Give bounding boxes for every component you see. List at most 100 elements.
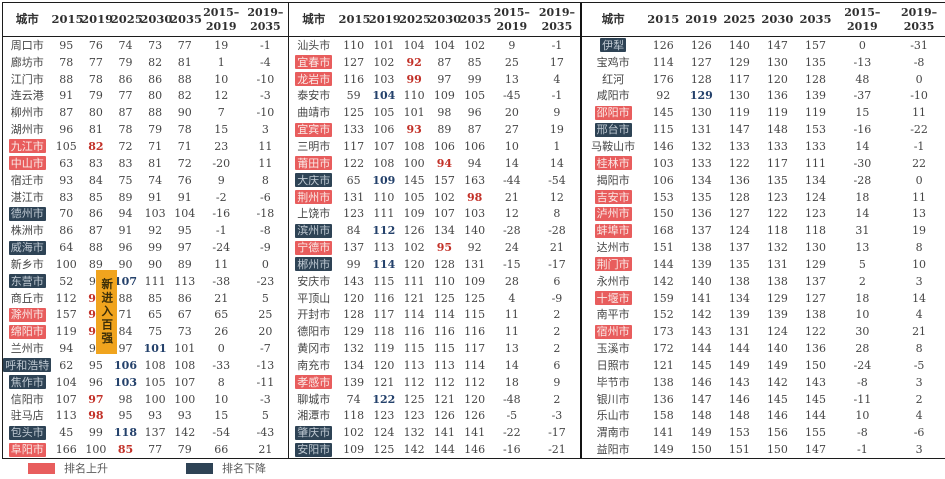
value-cell: 102 xyxy=(464,38,486,52)
value-cell: 146 xyxy=(766,409,788,423)
value-cell: 9 xyxy=(553,106,561,120)
table-row: 渭南市 141 149 153 156 155 -8 -6 xyxy=(582,424,945,441)
value-cell: 8 xyxy=(915,342,923,356)
value-cell: 102 xyxy=(343,426,365,440)
table-row: 马鞍山市 146 132 133 133 133 14 -1 xyxy=(582,138,945,155)
city-cell: 东营市 xyxy=(3,274,51,289)
city-cell: 桂林市 xyxy=(582,156,644,171)
city-name: 邢台市 xyxy=(594,122,632,137)
table-row: 驻马店 113 98 95 93 93 15 5 xyxy=(3,408,288,425)
value-cell: -54 xyxy=(212,426,231,440)
value-cell: -17 xyxy=(548,257,566,271)
value-cell: 6 xyxy=(553,274,561,288)
city-cell: 郴州市 xyxy=(289,257,338,272)
value-cell: 133 xyxy=(728,139,750,153)
value-cell: 114 xyxy=(652,55,674,69)
city-cell: 株洲市 xyxy=(3,224,51,238)
table-row: 益阳市 149 150 151 150 147 -1 3 xyxy=(582,441,945,458)
value-cell: -9 xyxy=(551,291,563,305)
city-name: 银川市 xyxy=(596,392,630,406)
value-cell: 151 xyxy=(728,443,750,457)
city-cell: 荆州市 xyxy=(289,190,338,205)
value-cell: 14 xyxy=(855,207,870,221)
value-cell: -37 xyxy=(853,89,872,103)
table-row: 绵阳市 119 93 84 75 73 26 20 xyxy=(3,323,288,340)
value-cell: 96 xyxy=(88,375,103,389)
value-cell: 143 xyxy=(728,375,750,389)
value-cell: -2 xyxy=(215,190,227,204)
city-cell: 滁州市 xyxy=(3,307,51,322)
value-cell: 133 xyxy=(343,123,365,137)
value-cell: 117 xyxy=(766,156,788,170)
table-row: 宿州市 173 143 131 124 122 30 21 xyxy=(582,323,945,340)
value-cell: 115 xyxy=(433,342,455,356)
value-cell: -13 xyxy=(853,55,872,69)
city-cell: 宿州市 xyxy=(582,324,644,339)
city-name: 东营市 xyxy=(8,274,46,289)
city-name: 龙岩市 xyxy=(295,72,333,87)
value-cell: 99 xyxy=(148,241,163,255)
value-cell: -1 xyxy=(260,38,271,52)
value-cell: 71 xyxy=(118,308,133,322)
value-cell: 67 xyxy=(177,308,192,322)
value-cell: 111 xyxy=(144,274,166,288)
value-cell: 97 xyxy=(177,241,192,255)
value-cell: 148 xyxy=(728,409,750,423)
value-cell: 148 xyxy=(766,123,788,137)
value-cell: 131 xyxy=(690,123,712,137)
value-cell: 110 xyxy=(343,38,365,52)
city-name: 毕节市 xyxy=(596,375,630,389)
value-cell: 102 xyxy=(373,55,395,69)
value-cell: 11 xyxy=(912,106,927,120)
value-cell: -1 xyxy=(913,139,925,153)
value-cell: 93 xyxy=(81,326,111,337)
value-cell: 110 xyxy=(433,274,455,288)
table-row: 银川市 136 147 146 145 145 -11 2 xyxy=(582,391,945,408)
value-cell: 105 xyxy=(55,139,77,153)
value-cell: 11 xyxy=(504,308,519,322)
value-cell: 20 xyxy=(258,325,273,339)
value-cell: 136 xyxy=(766,89,788,103)
city-cell: 南充市 xyxy=(289,358,338,372)
value-cell: 116 xyxy=(403,325,425,339)
city-cell: 大庆市 xyxy=(289,173,338,188)
value-cell: 105 xyxy=(373,106,395,120)
value-cell: 133 xyxy=(805,139,826,153)
city-name: 开封市 xyxy=(297,308,331,322)
value-cell: 100 xyxy=(403,156,425,170)
value-cell: 76 xyxy=(177,173,192,187)
value-cell: 109 xyxy=(403,207,425,221)
value-cell: 104 xyxy=(433,38,455,52)
city-name: 滁州市 xyxy=(8,307,46,322)
value-cell: 73 xyxy=(177,325,192,339)
value-cell: 10 xyxy=(504,139,519,153)
value-cell: 119 xyxy=(55,325,77,339)
value-cell: 140 xyxy=(464,224,486,238)
value-cell: 21 xyxy=(258,443,273,457)
table-row: 上饶市 123 111 109 107 103 12 8 xyxy=(289,205,580,222)
value-cell: -16 xyxy=(853,123,872,137)
value-cell: 128 xyxy=(343,308,365,322)
value-cell: 113 xyxy=(373,241,395,255)
city-name: 廊坊市 xyxy=(10,55,44,69)
column-header-year: 2019 xyxy=(368,11,401,26)
value-cell: 144 xyxy=(652,257,674,271)
value-cell: 8 xyxy=(915,241,923,255)
city-cell: 信阳市 xyxy=(3,392,51,406)
table-row: 宿迁市 93 84 75 74 76 9 8 xyxy=(3,172,288,189)
table-row: 桂林市 103 133 122 117 111 -30 22 xyxy=(582,155,945,172)
table-row: 泰安市 59 104 110 109 105 -45 -1 xyxy=(289,88,580,105)
column-header-year: 2019 xyxy=(685,11,718,26)
value-cell: 115 xyxy=(464,308,486,322)
value-cell: 117 xyxy=(343,139,365,153)
value-cell: -3 xyxy=(260,392,271,406)
value-cell: 101 xyxy=(143,342,167,356)
value-cell: 134 xyxy=(805,173,826,187)
value-cell: -28 xyxy=(853,173,872,187)
city-cell: 渭南市 xyxy=(582,426,644,440)
value-cell: 21 xyxy=(504,190,519,204)
city-cell: 滨州市 xyxy=(289,223,338,238)
value-cell: 157 xyxy=(55,308,77,322)
table-row: 周口市 95 76 74 73 77 19 -1 xyxy=(3,37,288,54)
value-cell: 108 xyxy=(174,358,196,372)
